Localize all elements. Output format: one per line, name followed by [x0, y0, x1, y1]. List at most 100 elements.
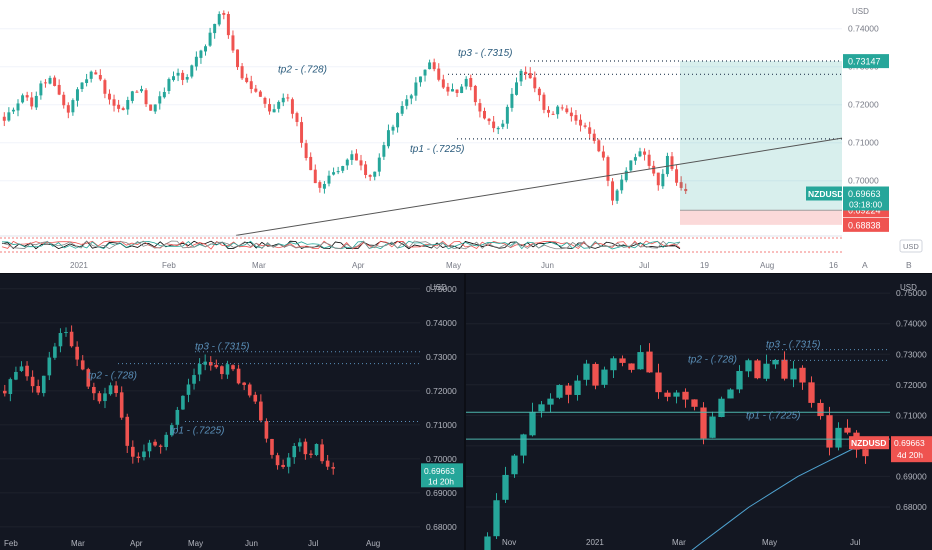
symbol-tag: NZDUSD [851, 438, 886, 448]
candle-body [71, 100, 75, 113]
candle-body [98, 75, 102, 80]
candle-body [637, 352, 644, 370]
candle-body [601, 369, 608, 385]
bottom-right-chart-svg[interactable]: 0.680000.690000.700000.710000.720000.730… [466, 274, 932, 550]
x-tick-label: Aug [760, 261, 774, 270]
candle-body [354, 153, 358, 161]
y-tick-label: 0.74000 [848, 24, 879, 34]
candle-body [597, 140, 601, 152]
candle-body [53, 346, 57, 358]
candle-body [441, 79, 445, 88]
candle-body [242, 382, 246, 385]
candle-body [336, 171, 340, 173]
candle-body [652, 165, 656, 174]
x-tick-label: Mar [71, 539, 85, 548]
candle-body [140, 89, 143, 92]
candle-body [220, 366, 224, 375]
bottom-right-chart-pane[interactable]: 0.680000.690000.700000.710000.720000.730… [466, 274, 932, 550]
auto-scale-button[interactable]: A [862, 260, 868, 270]
candle-body [528, 73, 532, 79]
stop-price-label-bg [843, 217, 889, 232]
candle-body [259, 401, 263, 421]
currency-label: USD [852, 7, 869, 16]
candle-body [679, 182, 683, 188]
candle-body [181, 395, 185, 410]
candle-body [295, 113, 299, 122]
candle-body [592, 363, 599, 386]
candle-body [249, 81, 253, 89]
candle-body [172, 76, 175, 81]
candle-body [763, 363, 770, 379]
pane-divider-vertical[interactable] [464, 274, 466, 550]
bottom-left-chart-pane[interactable]: 0.68000 0.69000 0.70000 0.71000 0.72000 0.730… [0, 274, 464, 550]
candle-body [153, 104, 157, 112]
y-tick-label: 0.75000 [896, 288, 927, 298]
candle-body [382, 145, 386, 157]
candle-body [556, 385, 563, 398]
candle-body [368, 175, 372, 177]
candle-body [226, 14, 230, 36]
x-tick-label: Jul [850, 538, 860, 547]
top-chart-pane[interactable]: 0.700000.710000.720000.730000.74000USD20… [0, 0, 932, 273]
candle-body [253, 394, 258, 402]
candle-body [131, 446, 135, 457]
candle-body [405, 99, 409, 106]
candle-body [469, 78, 473, 87]
y-tick-label: 0.68000 [426, 522, 457, 532]
candle-body [574, 380, 581, 395]
candle-body [565, 385, 572, 395]
candle-body [391, 126, 395, 131]
candle-body [89, 71, 93, 79]
candle-body [103, 393, 107, 402]
candle-body [520, 434, 527, 456]
candle-body [817, 402, 824, 417]
candle-body [322, 183, 326, 189]
current-price-label-bg [891, 436, 932, 463]
candle-body [682, 391, 689, 400]
candle-body [437, 68, 441, 80]
x-tick-label: 16 [829, 261, 838, 270]
candle-body [204, 46, 207, 52]
candle-body [281, 97, 285, 103]
candle-body [537, 88, 541, 96]
candle-body [629, 160, 633, 171]
candle-body [664, 392, 671, 397]
candle-body [538, 404, 545, 412]
candle-body [304, 143, 308, 159]
candle-body [298, 442, 302, 447]
candle-body [136, 456, 141, 458]
candle-body [80, 360, 85, 370]
candle-body [208, 32, 212, 46]
candle-body [147, 442, 152, 452]
candle-body [331, 467, 336, 469]
pane-divider-horizontal[interactable] [0, 273, 932, 274]
target-level-label: tp1 - (.7225) [746, 410, 800, 421]
candle-body [496, 127, 500, 130]
candle-body [332, 172, 336, 175]
candle-body [309, 453, 313, 455]
candle-body [675, 169, 679, 183]
current-price-label-bg [421, 463, 463, 488]
candle-body [135, 91, 139, 93]
x-tick-label: May [188, 539, 203, 548]
bottom-left-chart-svg[interactable]: 0.68000 0.69000 0.70000 0.71000 0.72000 0.730… [0, 274, 464, 550]
candle-body [647, 154, 651, 166]
candle-body [236, 368, 241, 384]
candle-body [736, 370, 743, 390]
candle-body [574, 115, 578, 121]
currency-label: USD [430, 283, 447, 292]
y-tick-label: 0.72000 [848, 100, 879, 110]
candle-body [34, 95, 38, 108]
pane-background [0, 274, 464, 550]
candle-body [225, 364, 230, 375]
candle-body [835, 427, 842, 448]
candle-body [175, 409, 180, 425]
top-chart-svg[interactable]: 0.700000.710000.720000.730000.74000USD20… [0, 0, 932, 273]
symbol-tag-bg [806, 186, 842, 201]
candle-body [57, 84, 61, 95]
candle-body [533, 77, 537, 89]
log-scale-button[interactable]: B [906, 260, 912, 270]
candle-body [75, 89, 79, 101]
candle-body [25, 95, 29, 98]
